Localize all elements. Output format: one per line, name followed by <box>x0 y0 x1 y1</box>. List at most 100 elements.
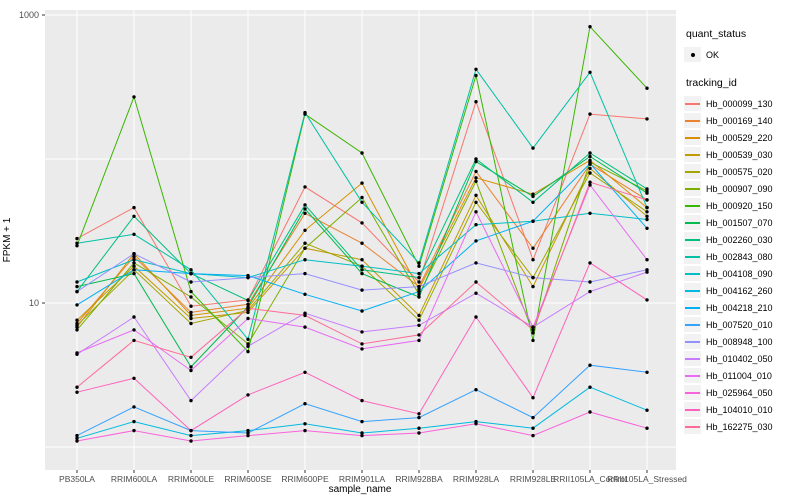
data-point <box>588 410 592 414</box>
data-point <box>189 398 193 403</box>
data-point <box>132 232 136 236</box>
data-point <box>360 258 364 262</box>
data-point <box>531 396 535 400</box>
data-point <box>588 70 592 75</box>
data-point <box>189 289 193 294</box>
legend-quant-status-title: quant_status <box>686 28 747 40</box>
legend-item-ok-label: OK <box>706 49 720 60</box>
data-point <box>246 342 250 346</box>
data-point <box>189 368 193 373</box>
legend-item-Hb_011004_010: Hb_011004_010 <box>684 367 798 384</box>
data-point <box>417 295 421 299</box>
legend-item-Hb_000529_220: Hb_000529_220 <box>684 129 798 146</box>
data-point <box>360 288 364 292</box>
data-point <box>75 328 79 332</box>
legend-item-label: Hb_000099_130 <box>706 98 773 109</box>
x-tick-label: RRII105LA_Control <box>553 474 627 484</box>
data-point <box>360 309 364 313</box>
data-point <box>474 67 478 72</box>
data-point <box>474 223 478 227</box>
data-point <box>75 236 79 241</box>
data-point <box>417 333 421 337</box>
series-line-icon <box>684 215 701 230</box>
legend-item-Hb_000575_020: Hb_000575_020 <box>684 163 798 180</box>
legend-item-Hb_004218_210: Hb_004218_210 <box>684 299 798 316</box>
data-point <box>303 271 307 276</box>
ok-point-icon <box>684 47 701 62</box>
data-point <box>303 428 307 433</box>
data-point <box>132 254 136 259</box>
data-point <box>474 159 478 164</box>
legend-item-label: Hb_002260_030 <box>706 234 773 245</box>
y-tick-label: 1000 <box>19 10 39 20</box>
data-point <box>645 258 649 262</box>
data-point <box>189 280 193 284</box>
data-point <box>588 151 592 155</box>
series-line-icon <box>684 164 701 179</box>
data-point <box>360 200 364 204</box>
legend-item-Hb_000169_140: Hb_000169_140 <box>684 112 798 129</box>
data-point <box>303 207 307 211</box>
data-point <box>531 200 535 204</box>
data-point <box>474 73 478 78</box>
data-point <box>588 171 592 175</box>
data-point <box>75 433 79 438</box>
legend-quant-status: quant_status OK <box>684 28 798 63</box>
legend-item-Hb_004162_260: Hb_004162_260 <box>684 282 798 299</box>
series-line-icon <box>684 385 701 400</box>
series-line-icon <box>684 402 701 417</box>
legend-item-label: Hb_000575_020 <box>706 166 773 177</box>
series-line-icon <box>684 368 701 383</box>
legend-item-label: Hb_000169_140 <box>706 115 773 126</box>
data-point <box>645 370 649 374</box>
data-point <box>132 338 136 343</box>
series-line-icon <box>684 317 701 332</box>
data-point <box>360 221 364 225</box>
data-point <box>246 306 250 310</box>
data-point <box>417 275 421 280</box>
data-point <box>189 271 193 276</box>
legend-item-label: Hb_000907_090 <box>706 183 773 194</box>
x-axis-title: sample_name <box>328 484 392 495</box>
data-point <box>132 214 136 218</box>
data-point <box>246 393 250 397</box>
x-tick-label: RRII105LA_Stressed <box>607 474 687 484</box>
data-point <box>588 289 592 294</box>
x-tick-label: RRIM928LA <box>453 474 500 484</box>
data-point <box>246 433 250 438</box>
data-point <box>531 194 535 199</box>
data-point <box>474 315 478 319</box>
data-point <box>531 258 535 262</box>
data-point <box>75 318 79 322</box>
data-point <box>75 284 79 289</box>
data-point <box>645 86 649 90</box>
data-point <box>645 205 649 210</box>
series-line-icon <box>684 283 701 298</box>
legend-tracking-id: tracking_id Hb_000099_130 Hb_000169_140 Hb… <box>684 77 798 435</box>
data-point <box>189 433 193 438</box>
data-point <box>132 261 136 265</box>
data-point <box>417 287 421 291</box>
legend-item-label: Hb_001507_070 <box>706 217 773 228</box>
data-point <box>132 428 136 433</box>
data-point <box>132 376 136 380</box>
data-point <box>303 325 307 329</box>
legend-item-label: Hb_004218_210 <box>706 302 773 313</box>
legend-item-label: Hb_008948_100 <box>706 336 773 347</box>
legend-item-label: Hb_010402_050 <box>706 353 773 364</box>
data-point <box>588 261 592 265</box>
data-point <box>360 271 364 276</box>
series-line-icon <box>684 113 701 128</box>
data-point <box>189 295 193 299</box>
legend-item-label: Hb_000529_220 <box>706 132 773 143</box>
data-point <box>474 422 478 426</box>
data-point <box>132 271 136 276</box>
data-point <box>132 328 136 332</box>
data-point <box>531 246 535 250</box>
x-tick-label: RRIM600PE <box>281 474 329 484</box>
legend-item-label: Hb_000539_030 <box>706 149 773 160</box>
x-tick-label: RRIM600SE <box>224 474 272 484</box>
data-point <box>588 363 592 367</box>
data-point <box>588 161 592 166</box>
